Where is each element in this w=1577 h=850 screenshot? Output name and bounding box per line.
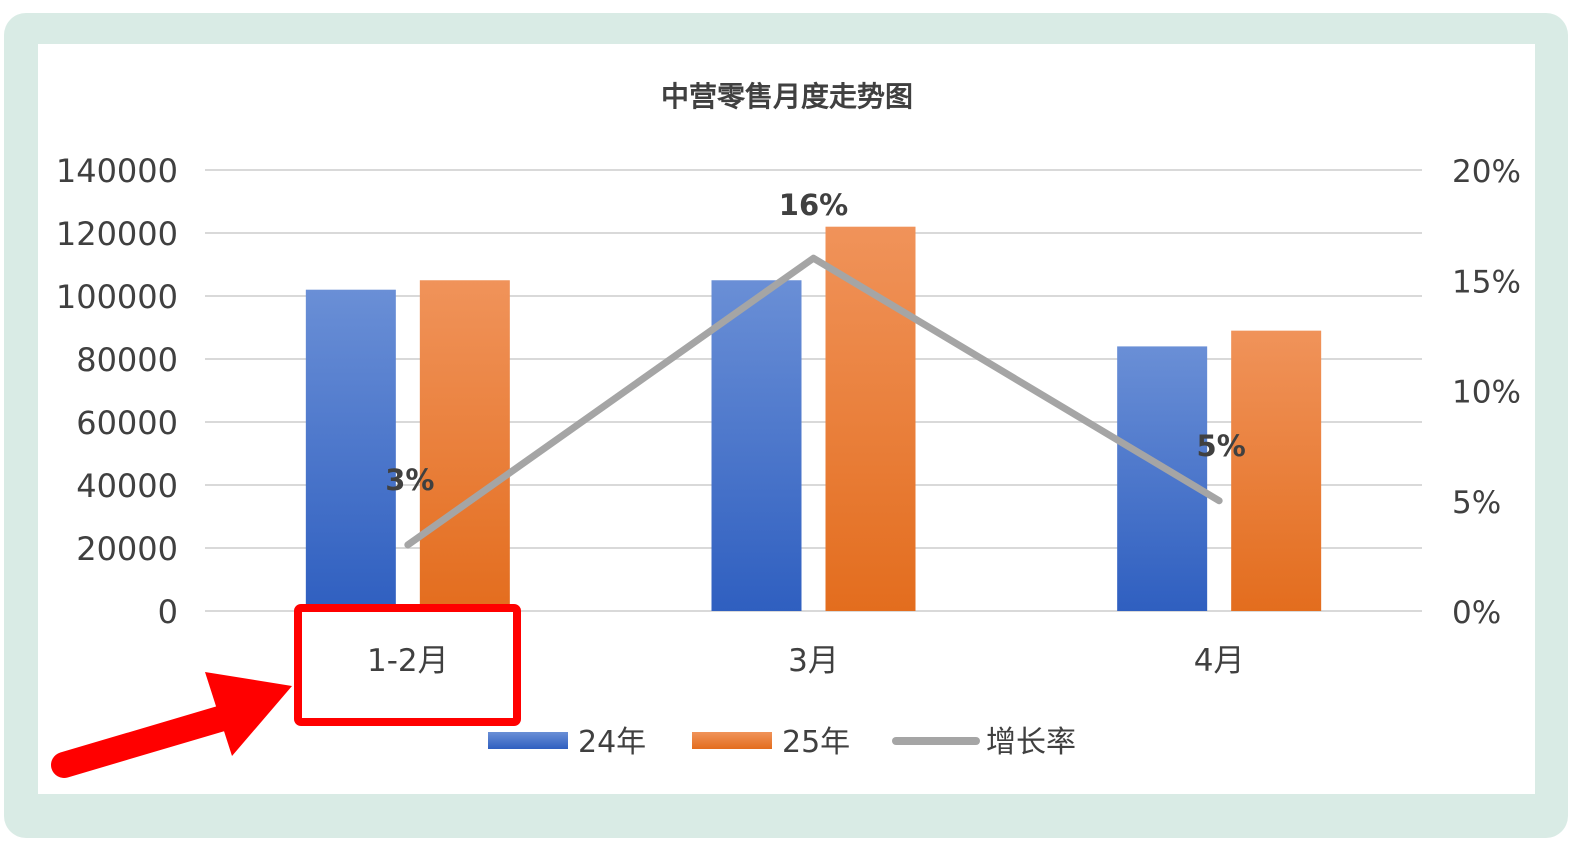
left-tick-label: 40000	[76, 467, 178, 505]
bar-24年-1-2月	[305, 289, 396, 611]
legend: 24年 25年 增长率	[488, 725, 1076, 760]
bar-25年-4月	[1231, 330, 1322, 611]
growth-point	[404, 541, 411, 548]
growth-point	[810, 255, 817, 262]
left-axis: 0 20000 40000 60000 80000 100000 120000 140000	[56, 152, 178, 631]
right-tick-label: 5%	[1452, 485, 1501, 521]
growth-label: 16%	[779, 188, 848, 222]
legend-label-growth: 增长率	[986, 725, 1076, 760]
left-tick-label: 100000	[56, 278, 178, 316]
legend-label-24: 24年	[578, 725, 646, 760]
bar-24年-4月	[1117, 346, 1208, 611]
left-tick-label: 20000	[76, 530, 178, 568]
legend-label-25: 25年	[782, 725, 850, 760]
annotation-arrow	[51, 672, 292, 778]
right-tick-label: 20%	[1452, 154, 1521, 190]
bar-25年-3月	[825, 226, 916, 611]
legend-swatch-24	[488, 732, 568, 749]
bar-24年-3月	[711, 280, 802, 611]
chart-title: 中营零售月度走势图	[661, 80, 913, 113]
left-tick-label: 80000	[76, 341, 178, 379]
left-tick-label: 120000	[56, 215, 178, 253]
legend-swatch-25	[692, 732, 772, 749]
left-tick-label: 140000	[56, 152, 178, 190]
x-tick-label: 1-2月	[367, 643, 449, 679]
growth-line: 3% 16% 5%	[385, 188, 1246, 549]
bars	[305, 226, 1322, 611]
gridlines	[205, 169, 1422, 612]
left-tick-label: 60000	[76, 404, 178, 442]
growth-point	[1216, 497, 1223, 504]
left-tick-label: 0	[158, 593, 178, 631]
x-tick-label: 3月	[788, 643, 839, 679]
growth-rate-line	[404, 254, 1223, 549]
growth-label: 5%	[1197, 429, 1246, 463]
growth-label: 3%	[385, 463, 434, 497]
x-axis: 1-2月 3月 4月	[367, 643, 1245, 679]
right-tick-label: 0%	[1452, 595, 1501, 631]
right-tick-label: 15%	[1452, 264, 1521, 300]
right-tick-label: 10%	[1452, 375, 1521, 411]
bar-25年-1-2月	[419, 280, 510, 611]
x-tick-label: 4月	[1194, 643, 1245, 679]
highlight-box	[294, 604, 521, 726]
right-axis: 0% 5% 10% 15% 20%	[1452, 154, 1521, 631]
